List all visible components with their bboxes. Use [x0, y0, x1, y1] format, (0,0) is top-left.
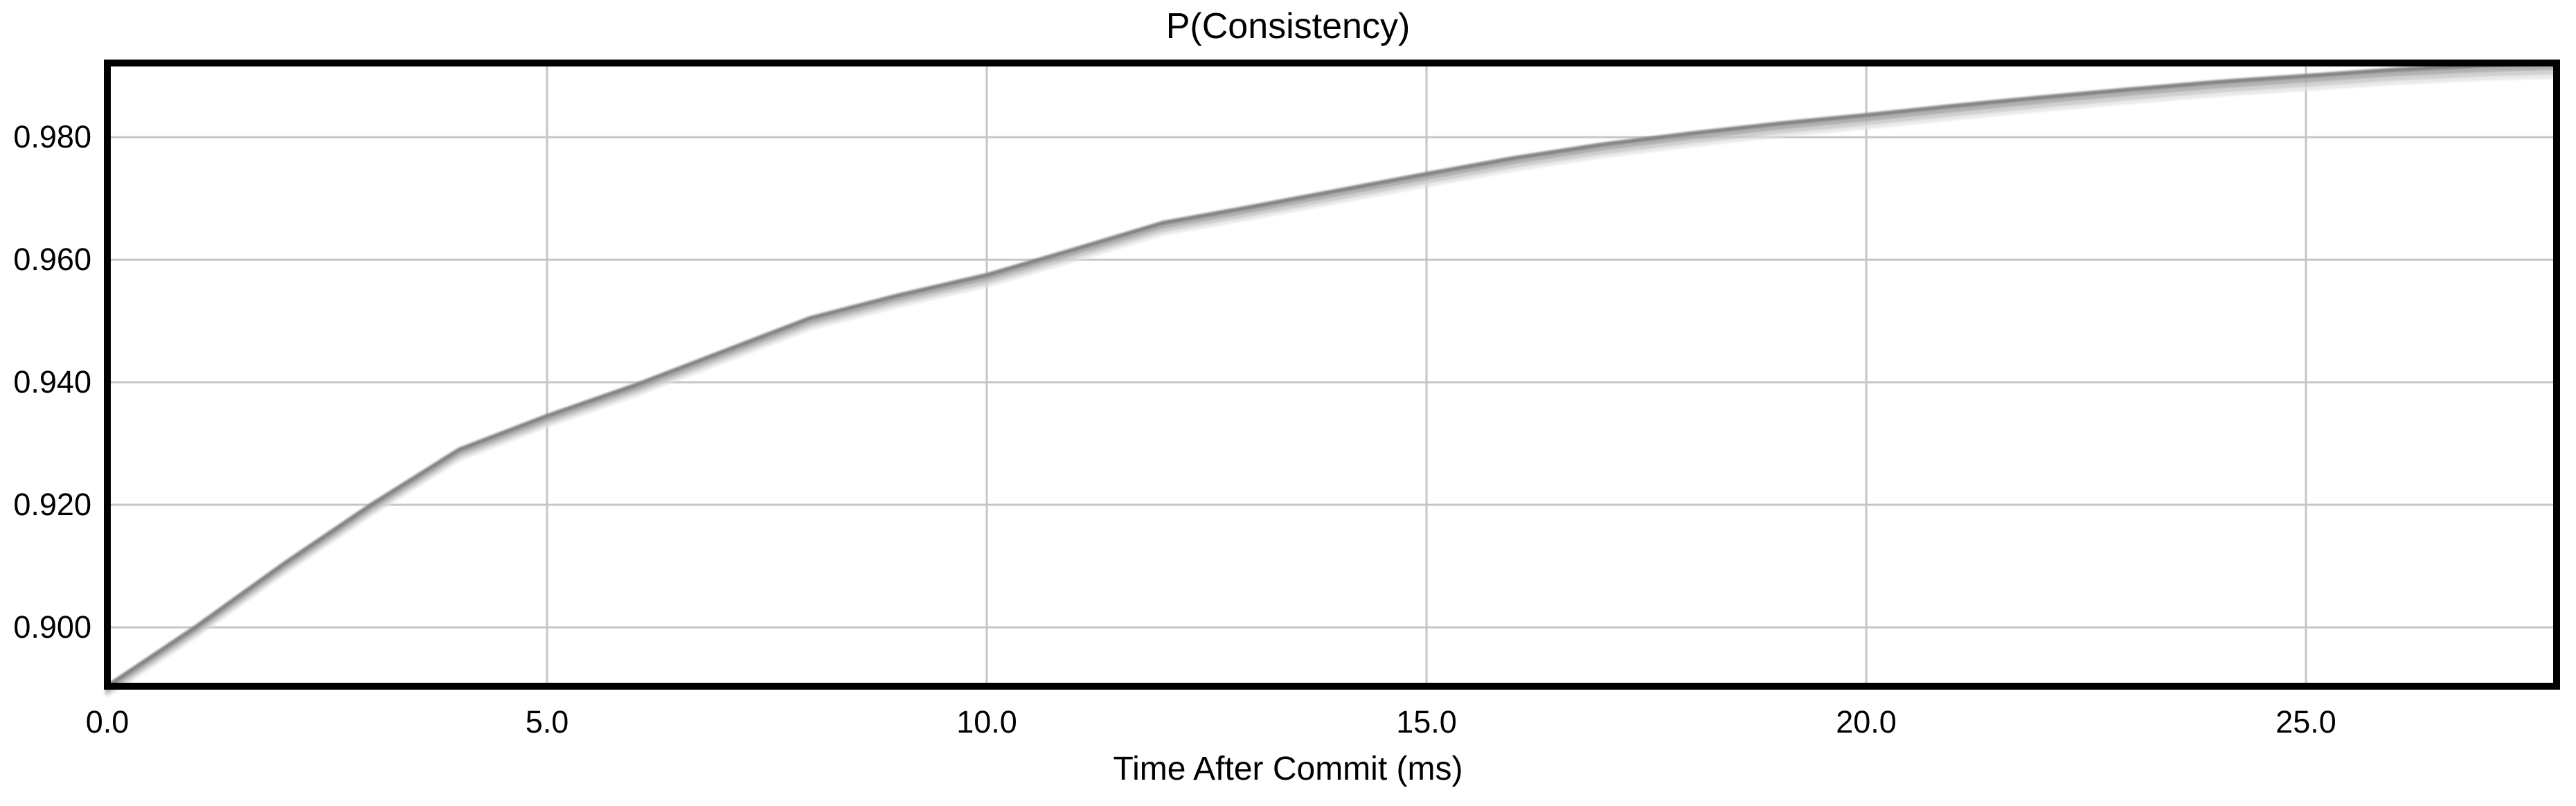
y-tick-label-0: 0.900 [13, 609, 91, 645]
series-line [104, 61, 2560, 697]
plot-border [104, 60, 2560, 690]
y-tick-label-2: 0.940 [13, 364, 91, 400]
chart-title: P(Consistency) [1165, 6, 1411, 46]
x-tick-label-4: 20.0 [1836, 704, 1897, 740]
y-tick-label-3: 0.960 [13, 242, 91, 278]
y-tick-label-1: 0.920 [13, 487, 91, 523]
y-tick-label-4: 0.980 [13, 119, 91, 155]
gridlines [107, 63, 2557, 686]
x-tick-label-3: 15.0 [1396, 704, 1457, 740]
x-tick-label-1: 5.0 [525, 704, 569, 740]
x-tick-label-5: 25.0 [2275, 704, 2336, 740]
x-tick-label-2: 10.0 [956, 704, 1017, 740]
x-tick-label-0: 0.0 [85, 704, 129, 740]
x-axis-label: Time After Commit (ms) [1113, 751, 1463, 787]
